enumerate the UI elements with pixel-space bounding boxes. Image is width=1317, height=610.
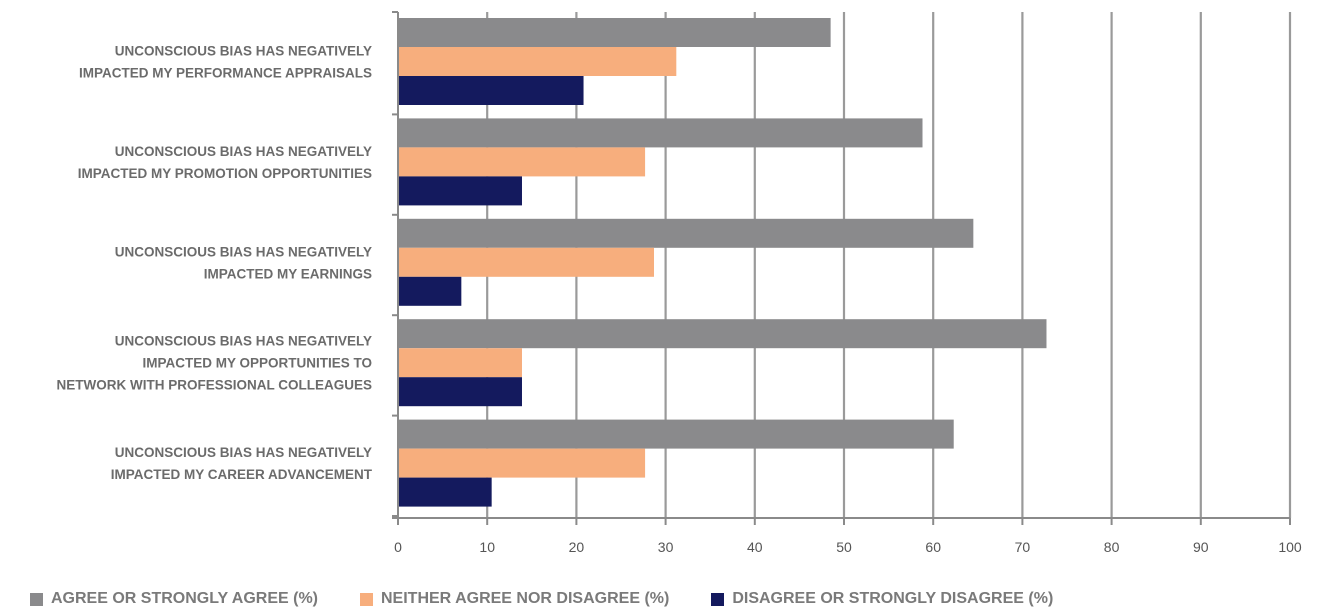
bar-neither-2	[398, 247, 655, 277]
x-tick-labels: 0 10 20 30 40 50 60 70 80 90 100	[394, 539, 1302, 555]
category-label-4-line-0: UNCONSCIOUS BIAS HAS NEGATIVELY	[115, 445, 372, 460]
bar-agree-4	[398, 419, 954, 449]
bar-agree-1	[398, 118, 923, 148]
legend: AGREE OR STRONGLY AGREE (%) NEITHER AGRE…	[30, 588, 1310, 610]
category-label-2-line-0: UNCONSCIOUS BIAS HAS NEGATIVELY	[115, 244, 372, 259]
x-tick-label-30: 30	[658, 539, 674, 555]
legend-item-neither: NEITHER AGREE NOR DISAGREE (%)	[360, 590, 669, 608]
bar-agree-3	[398, 319, 1047, 349]
category-label-2-line-1: IMPACTED MY EARNINGS	[204, 266, 372, 281]
x-tick-label-40: 40	[747, 539, 763, 555]
x-tick-label-100: 100	[1278, 539, 1302, 555]
legend-label-disagree: DISAGREE OR STRONGLY DISAGREE (%)	[732, 590, 1054, 607]
bar-agree-0	[398, 18, 831, 47]
legend-label-neither: NEITHER AGREE NOR DISAGREE (%)	[381, 590, 670, 607]
bar-chart: 0 10 20 30 40 50 60 70 80 90 100 UNCONSCIOUS BIAS …	[56, 11, 1302, 555]
bar-disagree-4	[398, 477, 492, 507]
bar-neither-1	[398, 147, 646, 177]
category-label-4-line-1: IMPACTED MY CAREER ADVANCEMENT	[111, 467, 373, 482]
legend-item-agree: AGREE OR STRONGLY AGREE (%)	[30, 590, 318, 608]
bar-neither-0	[398, 47, 677, 76]
legend-swatch-disagree	[711, 592, 725, 606]
x-tick-label-80: 80	[1104, 539, 1120, 555]
bar-disagree-2	[398, 276, 462, 306]
x-tick-label-70: 70	[1015, 539, 1031, 555]
legend-swatch-neither	[360, 592, 373, 606]
category-label-1-line-0: UNCONSCIOUS BIAS HAS NEGATIVELY	[115, 144, 372, 159]
category-label-3-line-0: UNCONSCIOUS BIAS HAS NEGATIVELY	[115, 334, 372, 349]
x-tick-label-0: 0	[394, 539, 402, 555]
legend-label-agree: AGREE OR STRONGLY AGREE (%)	[51, 590, 318, 607]
x-tick-label-90: 90	[1193, 539, 1209, 555]
x-tick-label-10: 10	[479, 539, 495, 555]
bar-disagree-1	[398, 176, 522, 206]
category-label-0-line-1: IMPACTED MY PERFORMANCE APPRAISALS	[79, 66, 372, 81]
bar-disagree-3	[398, 377, 522, 407]
bar-neither-4	[398, 448, 646, 478]
category-label-3-line-1: IMPACTED MY OPPORTUNITIES TO	[142, 356, 372, 371]
bar-disagree-0	[398, 76, 584, 105]
category-label-1-line-1: IMPACTED MY PROMOTION OPPORTUNITIES	[78, 166, 372, 181]
bars	[398, 18, 1047, 507]
bar-neither-3	[398, 348, 522, 378]
x-tick-label-50: 50	[836, 539, 852, 555]
legend-item-disagree: DISAGREE OR STRONGLY DISAGREE (%)	[711, 590, 1053, 608]
x-tick-label-20: 20	[569, 539, 585, 555]
axes	[392, 11, 1291, 525]
legend-swatch-agree	[30, 592, 43, 606]
x-tick-label-60: 60	[925, 539, 941, 555]
category-label-0-line-0: UNCONSCIOUS BIAS HAS NEGATIVELY	[115, 44, 372, 59]
category-labels: UNCONSCIOUS BIAS HAS NEGATIVELY IMPACTED …	[56, 44, 372, 483]
category-label-3-line-2: NETWORK WITH PROFESSIONAL COLLEAGUES	[56, 378, 372, 393]
bar-agree-2	[398, 218, 974, 248]
